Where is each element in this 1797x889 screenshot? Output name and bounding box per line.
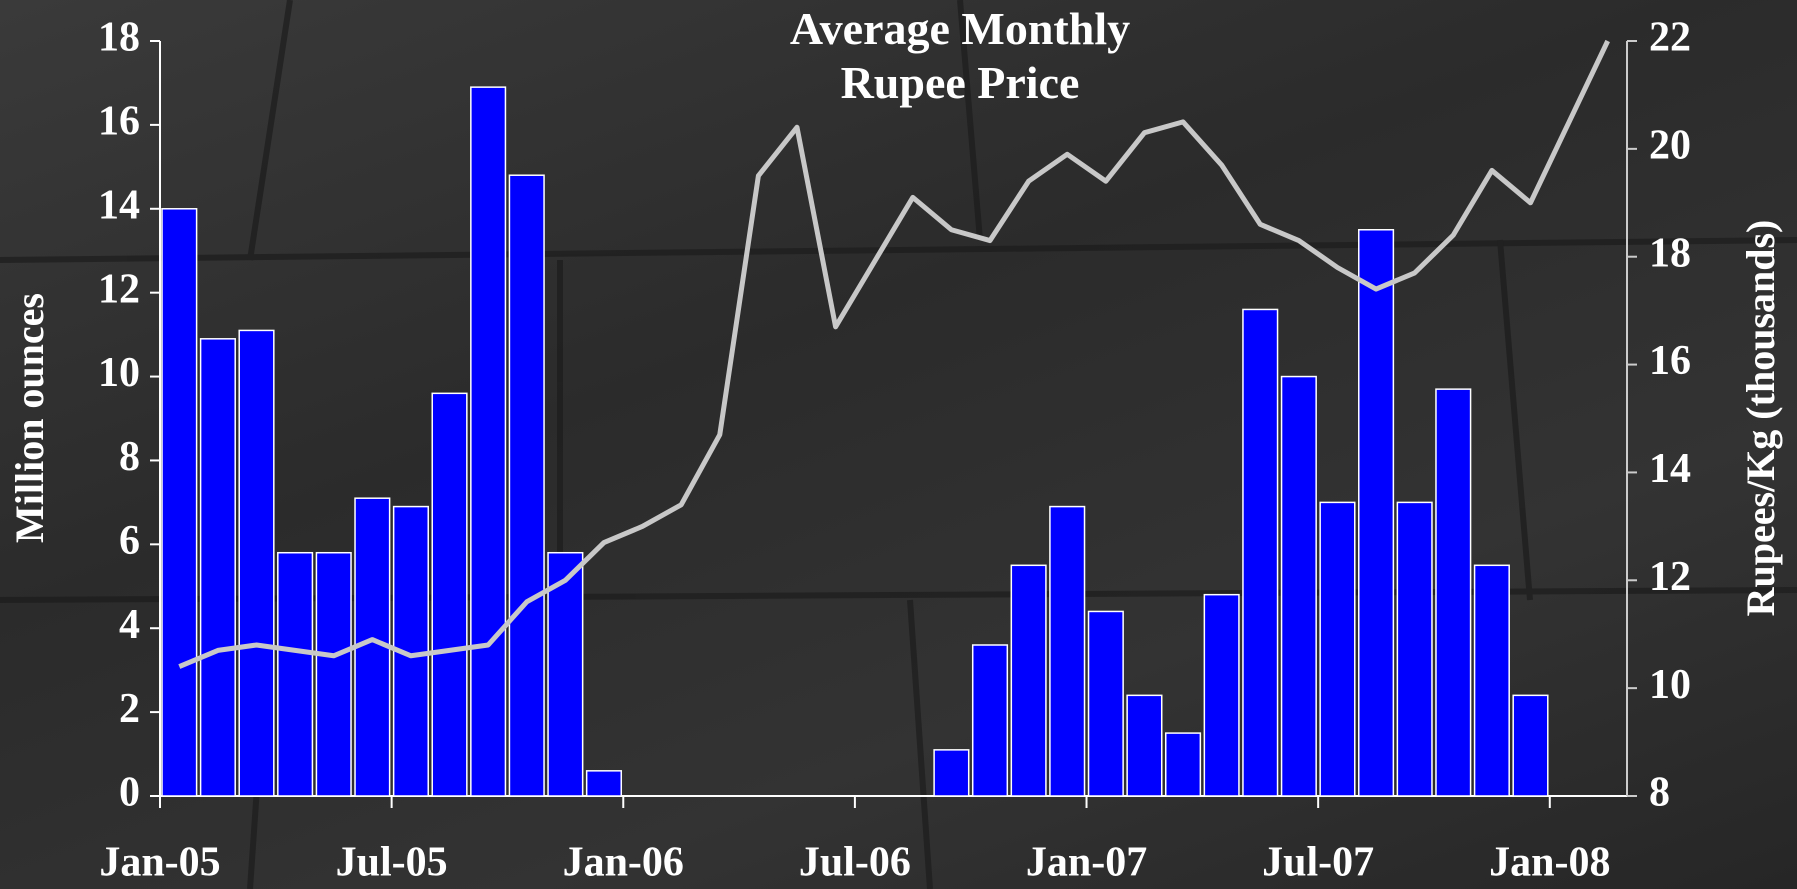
x-tick-label: Jul-05	[336, 840, 448, 886]
bar	[1397, 502, 1432, 796]
y-tick-label: 2	[119, 686, 140, 732]
y-tick-label: 18	[98, 15, 140, 61]
bar	[1050, 507, 1085, 796]
bar	[278, 553, 313, 796]
chart-title: Average Monthly Rupee Price	[740, 2, 1180, 110]
bar	[432, 393, 467, 796]
bar	[1011, 565, 1046, 796]
bar	[239, 330, 274, 796]
y-tick-label: 10	[98, 350, 140, 396]
y-tick-label: 8	[119, 434, 140, 480]
chart: Million ounces Rupees/Kg (thousands) 0 2 4…	[0, 0, 1797, 889]
y2-axis-label: Rupees/Kg (thousands)	[1738, 220, 1783, 617]
bar	[471, 87, 506, 796]
x-tick-label: Jul-06	[799, 840, 911, 886]
y-tick-label: 14	[98, 182, 140, 228]
bar	[1513, 695, 1548, 796]
y2-tick-label: 14	[1649, 446, 1691, 492]
y-tick-label: 16	[98, 99, 140, 145]
bar	[1282, 377, 1317, 796]
x-tick-label: Jan-05	[99, 840, 220, 886]
bar	[587, 771, 622, 796]
bar	[1359, 230, 1394, 796]
y-tick-label: 4	[119, 602, 140, 648]
y2-tick-label: 16	[1649, 338, 1691, 384]
x-tick-label: Jan-08	[1489, 840, 1610, 886]
y-tick-label: 12	[98, 266, 140, 312]
bar	[1243, 309, 1278, 796]
chart-page: Million ounces Rupees/Kg (thousands) 0 2 4…	[0, 0, 1797, 889]
y-tick-label: 0	[119, 770, 140, 816]
y2-tick-label: 18	[1649, 230, 1691, 276]
x-tick-label: Jan-07	[1026, 840, 1147, 886]
bar	[1436, 389, 1471, 796]
y-tick-label: 6	[119, 518, 140, 564]
y2-tick-label: 12	[1649, 554, 1691, 600]
bar	[934, 750, 969, 796]
bar	[509, 175, 544, 796]
bar	[162, 209, 197, 796]
bar	[1204, 595, 1239, 796]
x-tick-label: Jan-06	[563, 840, 684, 886]
bar	[973, 645, 1008, 796]
y-axis-label: Million ounces	[7, 293, 52, 543]
bar	[1127, 695, 1162, 796]
bar	[1089, 611, 1124, 796]
bar	[1320, 502, 1355, 796]
bar	[201, 339, 236, 796]
y2-tick-label: 8	[1649, 770, 1670, 816]
bar	[316, 553, 351, 796]
bar	[1166, 733, 1201, 796]
bar	[1475, 565, 1510, 796]
y2-tick-label: 22	[1649, 15, 1691, 61]
y2-tick-label: 20	[1649, 122, 1691, 168]
y2-tick-label: 10	[1649, 662, 1691, 708]
x-tick-label: Jul-07	[1262, 840, 1374, 886]
